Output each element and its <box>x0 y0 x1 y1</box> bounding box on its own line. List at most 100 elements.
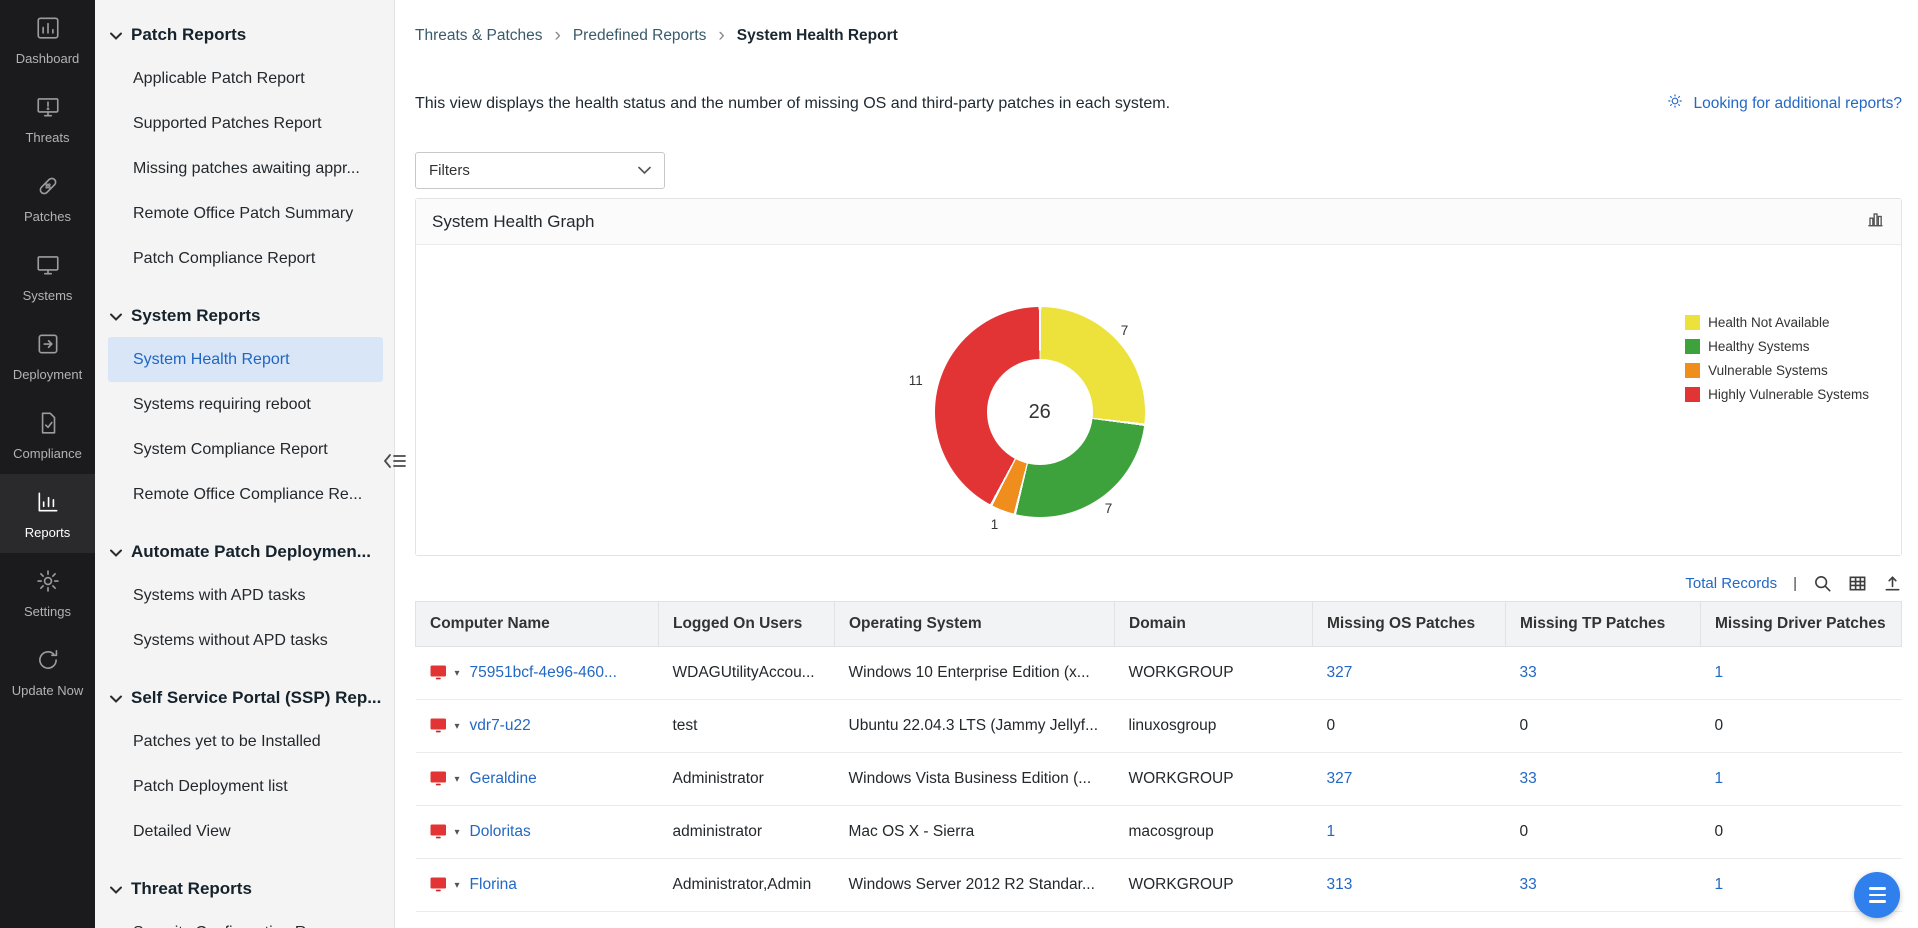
missing-driver-patches-value[interactable]: 1 <box>1714 664 1724 681</box>
rail-item-label: Systems <box>22 288 73 303</box>
threats-icon <box>35 94 61 125</box>
sidebar-item-detailed-view[interactable]: Detailed View <box>133 823 231 840</box>
missing-os-patches-value[interactable]: 1 <box>1326 823 1336 840</box>
section-header-patch-reports[interactable]: Patch Reports <box>95 14 394 56</box>
rail-item-threats[interactable]: Threats <box>0 79 95 158</box>
sidebar-item-supported-patches-report[interactable]: Supported Patches Report <box>133 115 322 132</box>
rail-item-update-now[interactable]: Update Now <box>0 632 95 711</box>
legend-swatch <box>1685 315 1701 330</box>
rail-item-compliance[interactable]: Compliance <box>0 395 95 474</box>
legend-label: Highly Vulnerable Systems <box>1708 387 1869 402</box>
rail-item-deployment[interactable]: Deployment <box>0 316 95 395</box>
additional-reports-link[interactable]: Looking for additional reports? <box>1665 91 1902 116</box>
primary-nav-rail: Dashboard Threats Patches Systems Deploy… <box>0 0 95 928</box>
logged-on-users-value: Administrator <box>658 752 835 806</box>
chevron-down-icon <box>638 162 651 179</box>
filters-dropdown[interactable]: Filters <box>415 152 665 189</box>
missing-driver-patches-value[interactable]: 1 <box>1714 770 1724 787</box>
column-header-missing-tp-patches[interactable]: Missing TP Patches <box>1505 601 1701 647</box>
table-view-icon[interactable] <box>1848 574 1867 593</box>
section-header-automate-patch-deployment[interactable]: Automate Patch Deploymen... <box>95 531 394 573</box>
operating-system-value: Windows Server 2008 R2 Standar... <box>834 911 1115 928</box>
panel-header: System Health Graph <box>416 199 1901 245</box>
sidebar-item-remote-office-patch-summary[interactable]: Remote Office Patch Summary <box>133 205 354 222</box>
sidebar-item-missing-patches-awaiting-approval[interactable]: Missing patches awaiting appr... <box>133 160 360 177</box>
chat-widget-button[interactable] <box>1854 872 1900 918</box>
breadcrumb-current-page: System Health Report <box>736 26 898 44</box>
rail-item-patches[interactable]: Patches <box>0 158 95 237</box>
breadcrumb-predefined-reports[interactable]: Predefined Reports <box>572 26 707 44</box>
bar-chart-icon[interactable] <box>1865 209 1885 234</box>
gear-search-icon <box>1665 91 1685 116</box>
total-records-link[interactable]: Total Records <box>1685 575 1778 592</box>
main-content: Threats & Patches › Predefined Reports ›… <box>395 0 1918 928</box>
computer-name-link[interactable]: 75951bcf-4e96-460... <box>469 664 617 681</box>
column-header-domain[interactable]: Domain <box>1114 601 1313 647</box>
computer-name-link[interactable]: Geraldine <box>469 770 537 787</box>
missing-tp-patches-value[interactable]: 33 <box>1519 876 1537 893</box>
chart-legend: Health Not Available Healthy Systems Vul… <box>1685 315 1869 411</box>
missing-driver-patches-value[interactable]: 1 <box>1714 876 1724 893</box>
rail-item-systems[interactable]: Systems <box>0 237 95 316</box>
chevron-down-icon <box>110 306 122 326</box>
dropdown-caret-icon[interactable]: ▾ <box>454 879 460 891</box>
sidebar-item-patch-compliance-report[interactable]: Patch Compliance Report <box>133 250 316 267</box>
sidebar-item-patches-yet-to-be-installed[interactable]: Patches yet to be Installed <box>133 733 321 750</box>
operating-system-value: Windows Server 2012 R2 Standar... <box>834 858 1115 912</box>
column-header-missing-os-patches[interactable]: Missing OS Patches <box>1312 601 1506 647</box>
missing-os-patches-value[interactable]: 327 <box>1326 770 1353 787</box>
sidebar-item-remote-office-compliance-report[interactable]: Remote Office Compliance Re... <box>133 486 363 503</box>
reports-sidebar: Patch Reports Applicable Patch Report Su… <box>95 0 395 928</box>
sidebar-item-system-health-report[interactable]: System Health Report <box>108 337 383 382</box>
report-description-row: This view displays the health status and… <box>415 91 1902 116</box>
computer-name-link[interactable]: Doloritas <box>469 823 531 840</box>
settings-icon <box>35 568 61 599</box>
section-header-threat-reports[interactable]: Threat Reports <box>95 868 394 910</box>
column-header-computer-name[interactable]: Computer Name <box>415 601 659 647</box>
export-icon[interactable] <box>1883 574 1902 593</box>
breadcrumb-threats-and-patches[interactable]: Threats & Patches <box>415 26 543 44</box>
panel-body: 26 7 7 1 11 Health Not Available Healthy… <box>416 245 1901 555</box>
column-header-operating-system[interactable]: Operating System <box>834 601 1115 647</box>
computer-name-link[interactable]: Florina <box>469 876 517 893</box>
table-toolbar: Total Records | <box>415 574 1902 593</box>
missing-tp-patches-value[interactable]: 33 <box>1519 770 1537 787</box>
sidebar-item-applicable-patch-report[interactable]: Applicable Patch Report <box>133 70 305 87</box>
domain-value: WORKGROUP <box>1114 752 1313 806</box>
sidebar-item-systems-with-apd-tasks[interactable]: Systems with APD tasks <box>133 587 306 604</box>
column-header-missing-driver-patches[interactable]: Missing Driver Patches <box>1700 601 1902 647</box>
rail-item-dashboard[interactable]: Dashboard <box>0 0 95 79</box>
missing-os-patches-value[interactable]: 327 <box>1326 664 1353 681</box>
domain-value: WORKGROUP <box>1114 911 1313 928</box>
dropdown-caret-icon[interactable]: ▾ <box>454 773 460 785</box>
sidebar-item-security-configuration-report[interactable]: Security Configuration Re... <box>108 910 383 928</box>
sidebar-item-systems-without-apd-tasks[interactable]: Systems without APD tasks <box>133 632 328 649</box>
sidebar-collapse-toggle[interactable] <box>383 452 407 475</box>
computer-icon <box>430 877 449 893</box>
computer-name-link[interactable]: vdr7-u22 <box>469 717 531 734</box>
sidebar-section-system-reports: System Reports System Health Report Syst… <box>95 295 394 517</box>
section-header-system-reports[interactable]: System Reports <box>95 295 394 337</box>
operating-system-value: Mac OS X - Sierra <box>834 805 1115 859</box>
rail-item-settings[interactable]: Settings <box>0 553 95 632</box>
reports-icon <box>35 489 61 520</box>
sidebar-item-systems-requiring-reboot[interactable]: Systems requiring reboot <box>133 396 311 413</box>
missing-tp-patches-value[interactable]: 33 <box>1519 664 1537 681</box>
sidebar-item-patch-deployment-list[interactable]: Patch Deployment list <box>133 778 288 795</box>
section-header-ssp-reports[interactable]: Self Service Portal (SSP) Rep... <box>95 677 394 719</box>
system-health-graph-panel: System Health Graph 26 7 7 1 11 Health N… <box>415 198 1902 556</box>
chevron-down-icon <box>110 542 122 562</box>
search-icon[interactable] <box>1813 574 1832 593</box>
column-header-logged-on-users[interactable]: Logged On Users <box>658 601 835 647</box>
logged-on-users-value: administrator <box>658 805 835 859</box>
rail-item-label: Threats <box>25 130 70 145</box>
dropdown-caret-icon[interactable]: ▾ <box>454 667 460 679</box>
chevron-down-icon <box>110 688 122 708</box>
rail-item-reports[interactable]: Reports <box>0 474 95 553</box>
sidebar-item-system-compliance-report[interactable]: System Compliance Report <box>133 441 328 458</box>
missing-os-patches-value[interactable]: 313 <box>1326 876 1353 893</box>
table-row: ▾ Doloritas administrator Mac OS X - Sie… <box>415 805 1902 859</box>
dropdown-caret-icon[interactable]: ▾ <box>454 826 460 838</box>
dropdown-caret-icon[interactable]: ▾ <box>454 720 460 732</box>
section-title: Self Service Portal (SSP) Rep... <box>131 688 382 707</box>
